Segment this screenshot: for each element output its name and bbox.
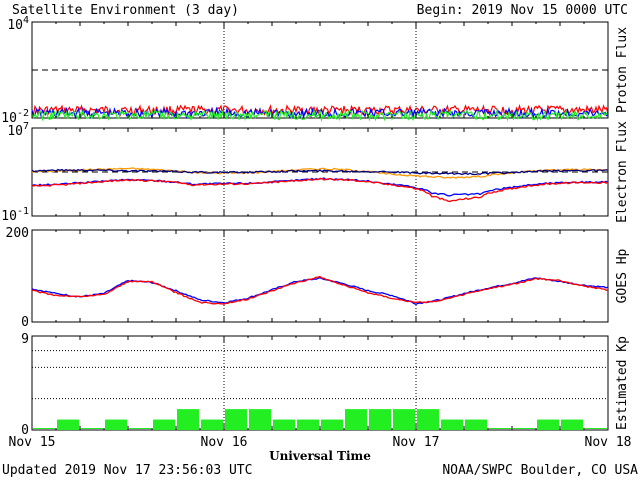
kp-bar bbox=[225, 409, 247, 430]
kp-bar bbox=[81, 428, 103, 429]
goes-hp-ytick-bottom: 0 bbox=[21, 315, 29, 330]
kp-bar bbox=[273, 419, 295, 430]
kp-bar bbox=[417, 409, 439, 430]
kp-bar bbox=[153, 419, 175, 430]
kp-bar bbox=[297, 419, 319, 430]
proton-panel-frame bbox=[31, 21, 609, 119]
gridlines bbox=[32, 22, 608, 430]
electron-ytick-bottom: 10-1 bbox=[1, 206, 29, 224]
kp-panel-frame bbox=[31, 335, 609, 431]
updated-timestamp: Updated 2019 Nov 17 23:56:03 UTC bbox=[2, 463, 252, 478]
xtick-nov-16: Nov 16 bbox=[201, 435, 248, 450]
proton-ytick-bottom: 10-2 bbox=[1, 108, 29, 126]
kp-bar bbox=[513, 428, 535, 429]
electron-series-1 bbox=[31, 167, 609, 179]
kp-ytick-bottom: 0 bbox=[21, 423, 29, 438]
kp-bar bbox=[561, 419, 583, 430]
kp-bar bbox=[57, 419, 79, 430]
goes-hp-ytick-top: 200 bbox=[6, 226, 29, 241]
proton-ytick-top: 104 bbox=[7, 15, 29, 33]
proton-flux-label: Proton Flux bbox=[615, 27, 630, 113]
kp-bar bbox=[321, 419, 343, 430]
xtick-nov-15: Nov 15 bbox=[9, 435, 56, 450]
kp-bar bbox=[249, 409, 271, 430]
kp-bar bbox=[465, 419, 487, 430]
kp-bar bbox=[129, 428, 151, 429]
xtick-nov-18: Nov 18 bbox=[585, 435, 632, 450]
kp-bar bbox=[177, 409, 199, 430]
kp-bar bbox=[489, 428, 511, 429]
kp-bar bbox=[393, 409, 415, 430]
kp-bar bbox=[537, 419, 559, 430]
kp-ytick-top: 9 bbox=[21, 332, 29, 347]
electron-flux-label: Electron Flux bbox=[615, 121, 630, 223]
xtick-nov-17: Nov 17 bbox=[393, 435, 440, 450]
goes-hp-series-2 bbox=[31, 275, 609, 305]
chart-title: Satellite Environment (3 day) bbox=[12, 3, 239, 18]
estimated-kp-label: Estimated Kp bbox=[615, 336, 630, 430]
tick-marks bbox=[31, 21, 609, 430]
x-axis-label: Universal Time bbox=[269, 449, 371, 463]
kp-bar bbox=[585, 428, 607, 429]
kp-bar bbox=[201, 419, 223, 430]
credit-text: NOAA/SWPC Boulder, CO USA bbox=[442, 463, 638, 478]
electron-ytick-top: 107 bbox=[7, 121, 29, 139]
kp-bar bbox=[33, 428, 55, 429]
kp-bar bbox=[441, 419, 463, 430]
kp-bar bbox=[369, 409, 391, 430]
electron-series-4 bbox=[32, 177, 609, 203]
goes-hp-label: GOES Hp bbox=[615, 248, 630, 303]
kp-bar bbox=[345, 409, 367, 430]
electron-series-2 bbox=[31, 168, 609, 176]
begin-date: Begin: 2019 Nov 15 0000 UTC bbox=[417, 3, 628, 18]
data-series bbox=[31, 103, 609, 430]
kp-bar bbox=[105, 419, 127, 430]
